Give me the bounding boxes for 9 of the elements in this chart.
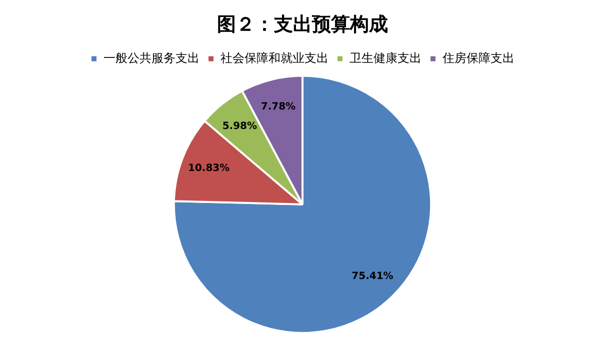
data-label: 5.98%	[222, 120, 258, 132]
legend-label: 社会保障和就业支出	[220, 50, 328, 65]
data-label: 75.41%	[352, 270, 394, 282]
legend-label: 住房保障支出	[442, 50, 514, 65]
chart-title: 图２：支出预算构成	[217, 13, 388, 36]
data-label: 7.78%	[260, 102, 296, 113]
legend-label: 一般公共服务支出	[104, 50, 200, 65]
data-label: 10.83%	[188, 163, 230, 174]
legend-label: 卫生健康支出	[350, 50, 422, 65]
